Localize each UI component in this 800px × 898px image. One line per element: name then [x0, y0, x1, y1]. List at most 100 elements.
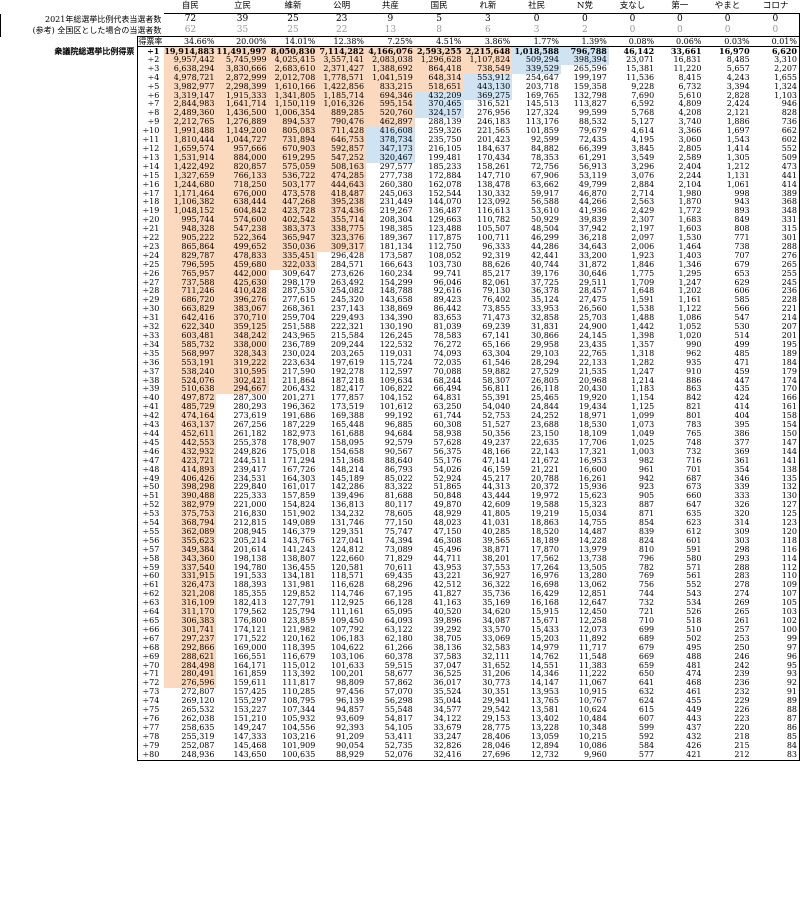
quotient-cell: 46,159	[482, 465, 511, 474]
quotient-cell: 374,436	[317, 207, 367, 217]
divisor-label: ÷71	[137, 670, 165, 680]
header-blank	[138, 0, 165, 14]
quotient-cell: 88,532	[578, 118, 607, 127]
quotient-cell: 8,485	[726, 55, 750, 64]
blank-cell	[1, 394, 138, 403]
divisor-row: ÷59 337,540 194,780 136,455 120,581 70,611 43,…	[1, 563, 800, 573]
quotient-cell: 48,504	[530, 225, 559, 234]
quotient-cell: 261	[734, 617, 750, 625]
quotient-cell: 32,583	[482, 643, 511, 652]
quotient-cell: 265	[751, 260, 800, 270]
quotient-cell: 92,599	[530, 136, 559, 145]
quotient-cell: 288,139	[428, 118, 462, 127]
quotient-cell: 324,157	[414, 109, 464, 119]
quotient-cell: 58,307	[482, 376, 511, 385]
quotient-cell: 194,780	[233, 563, 267, 572]
divisor-label: ÷80	[137, 750, 165, 761]
seats-2021-value: 25	[268, 13, 318, 25]
quotient-cell: 659	[638, 661, 655, 670]
blank-cell	[1, 37, 138, 47]
quotient-cell: 1,357	[631, 340, 655, 349]
quotient-cell: 255,378	[233, 438, 267, 447]
quotient-cell: 24,252	[530, 412, 559, 421]
quotient-cell: 248,936	[164, 750, 217, 761]
quotient-cell: 615	[638, 706, 655, 715]
quotient-cell: 514	[734, 332, 750, 340]
divisor-label: ÷35	[137, 349, 165, 359]
quotient-cell: 12,894	[530, 741, 559, 750]
quotient-cell: 3,310	[751, 55, 800, 65]
quotient-cell: 23,688	[530, 421, 559, 430]
quotient-cell: 63,662	[530, 180, 559, 189]
quotient-cell: 187,218	[330, 376, 365, 385]
quotient-cell: 1,103	[751, 91, 800, 101]
quotient-cell: 18,520	[530, 527, 559, 536]
quotient-cell: 55,548	[384, 706, 413, 715]
quotient-cell: 25,465	[530, 394, 559, 403]
quotient-cell: 20,430	[578, 385, 607, 394]
quotient-cell: 182,413	[233, 599, 267, 608]
quotient-cell: 1,538	[631, 305, 655, 314]
quotient-cell: 383,373	[268, 225, 318, 235]
quotient-cell: 1,436,500	[216, 109, 269, 119]
quotient-cell: 165,448	[330, 421, 365, 430]
quotient-cell: 508,163	[317, 162, 367, 172]
seats-2021-value: 9	[366, 13, 415, 25]
quotient-cell: 38,705	[433, 634, 462, 643]
blank-cell	[1, 377, 138, 386]
quotient-cell: 41,805	[482, 510, 511, 519]
quotient-cell: 67,141	[482, 332, 511, 340]
quotient-cell: 46,142	[608, 45, 657, 56]
quotient-cell: 3,982,977	[164, 82, 217, 92]
quotient-cell: 28,775	[482, 723, 511, 732]
quotient-cell: 66,128	[384, 599, 413, 608]
quotient-cell: 32,416	[414, 750, 464, 761]
quotient-cell: 134,232	[330, 510, 365, 519]
divisor-row: ÷49 406,426 234,531 164,303 145,189 85,022 52,…	[1, 474, 800, 484]
blank-cell	[1, 296, 138, 305]
quotient-cell: 547,238	[216, 225, 269, 235]
divisor-row: ÷13 1,531,914 884,000 619,295 547,252 320,467…	[1, 153, 800, 163]
quotient-cell: 948,328	[164, 225, 217, 235]
quotient-cell: 10,915	[578, 688, 607, 697]
quotient-cell: 37,725	[530, 278, 559, 287]
quotient-cell: 13,059	[530, 732, 559, 741]
quotient-cell: 84	[751, 741, 800, 751]
divisor-row: ÷53 375,753 216,830 151,902 134,232 78,605 48,…	[1, 510, 800, 520]
quotient-cell: 1,154	[631, 394, 655, 403]
quotient-cell: 207	[751, 323, 800, 332]
quotient-cell: 566	[734, 305, 750, 314]
divisor-row: ÷45 442,553 255,378 178,907 158,095 92,579 57,…	[1, 438, 800, 448]
quotient-cell: 164,171	[233, 661, 267, 670]
blank-cell	[1, 581, 138, 590]
divisor-row: ÷64 311,170 179,562 125,794 111,161 65,095 40,…	[1, 608, 800, 617]
quotient-cell: 61,744	[433, 412, 462, 421]
quotient-cell: 893	[734, 207, 750, 216]
quotient-cell: 242	[734, 661, 750, 670]
quotient-cell: 25,703	[578, 314, 607, 323]
quotient-cell: 592	[638, 732, 655, 741]
quotient-cell: 1,161	[678, 296, 702, 305]
quotient-cell: 1,422,856	[317, 82, 367, 92]
quotient-cell: 56,588	[530, 198, 559, 207]
quotient-cell: 17,321	[578, 447, 607, 456]
quotient-cell: 108,795	[282, 697, 316, 706]
quotient-cell: 18,109	[578, 429, 607, 438]
quotient-cell: 36,017	[433, 679, 462, 688]
quotient-cell: 865,864	[164, 242, 217, 252]
quotient-cell: 663,829	[164, 305, 217, 315]
quotient-cell: 629	[734, 278, 750, 287]
quotient-cell: 378,734	[366, 136, 415, 145]
quotient-cell: 178,907	[282, 438, 316, 447]
quotient-cell: 474,164	[164, 412, 217, 422]
quotient-cell: 15,323	[578, 501, 607, 510]
quotient-cell: 670,903	[268, 144, 318, 154]
quotient-cell: 107,344	[282, 706, 316, 715]
quotient-cell: 118,571	[330, 572, 365, 581]
quotient-cell: 805,083	[268, 127, 318, 137]
party-name: 維新	[284, 1, 302, 11]
quotient-cell: 601	[686, 536, 702, 545]
quotient-cell: 105	[751, 599, 800, 609]
quotient-cell: 112,925	[330, 599, 365, 608]
quotient-cell: 105,932	[282, 714, 316, 723]
